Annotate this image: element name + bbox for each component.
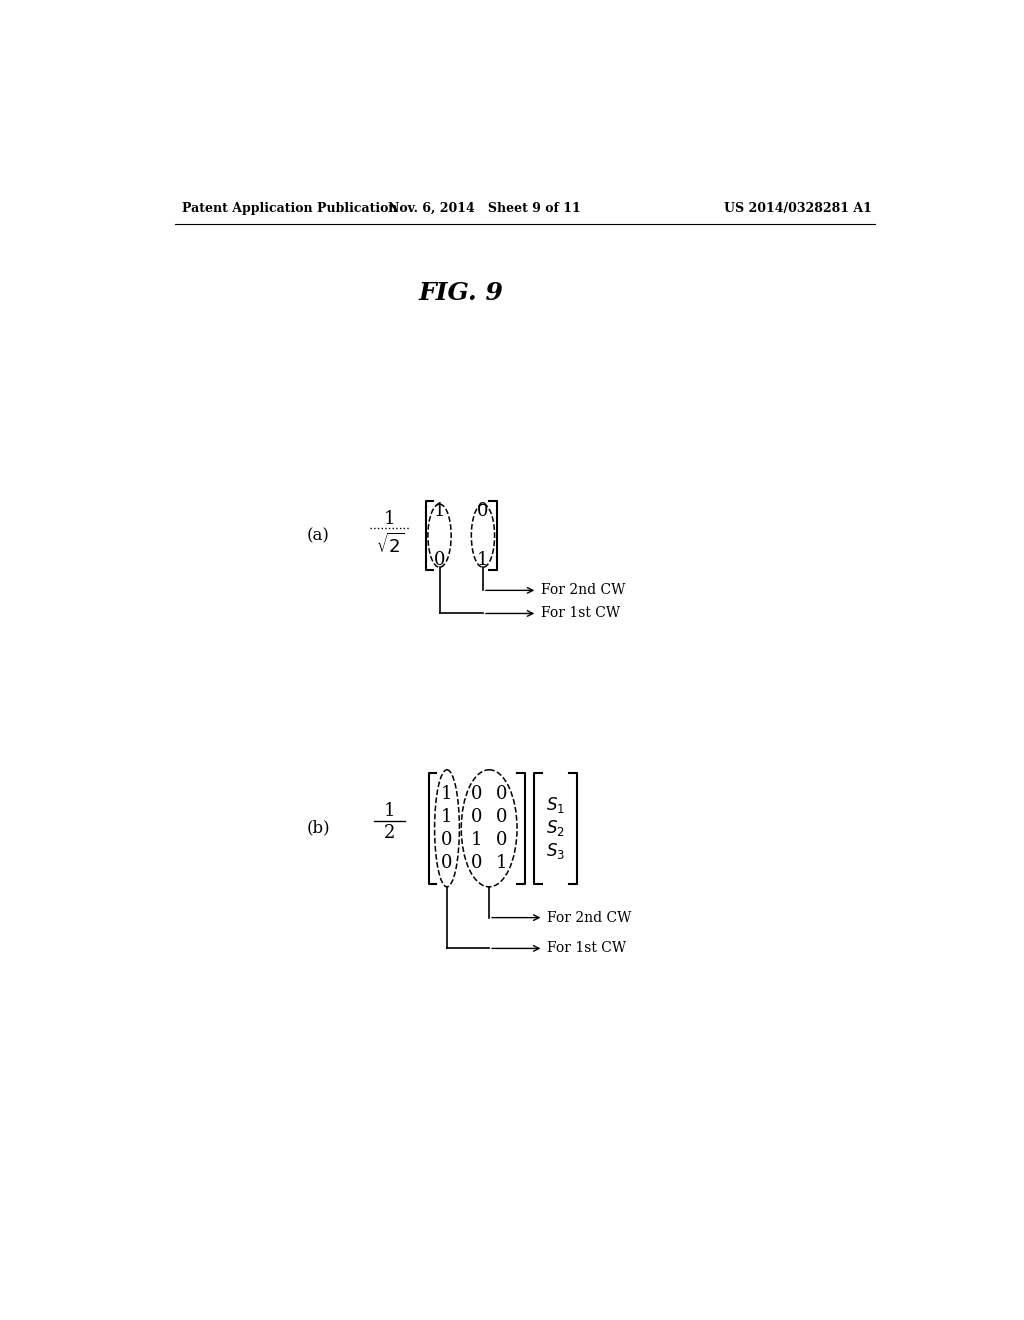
Text: 1: 1 (384, 803, 395, 820)
Text: 0: 0 (471, 784, 482, 803)
Text: 1: 1 (441, 808, 453, 826)
Text: 0: 0 (496, 830, 507, 849)
Text: 1: 1 (441, 784, 453, 803)
Text: (b): (b) (306, 820, 330, 837)
Text: For 2nd CW: For 2nd CW (547, 911, 632, 924)
Text: $S_1$: $S_1$ (546, 795, 565, 816)
Text: For 1st CW: For 1st CW (547, 941, 627, 956)
Text: US 2014/0328281 A1: US 2014/0328281 A1 (724, 202, 872, 215)
Text: $S_2$: $S_2$ (546, 818, 565, 838)
Text: 1: 1 (434, 502, 445, 520)
Text: 0: 0 (471, 808, 482, 826)
Text: $\sqrt{2}$: $\sqrt{2}$ (376, 533, 404, 557)
Text: For 2nd CW: For 2nd CW (541, 583, 626, 598)
Text: Nov. 6, 2014   Sheet 9 of 11: Nov. 6, 2014 Sheet 9 of 11 (388, 202, 581, 215)
Text: 0: 0 (471, 854, 482, 873)
Text: $S_3$: $S_3$ (546, 841, 565, 862)
Text: 0: 0 (496, 808, 507, 826)
Text: 0: 0 (496, 784, 507, 803)
Text: 2: 2 (384, 824, 395, 842)
Text: 0: 0 (441, 854, 453, 873)
Text: (a): (a) (306, 527, 329, 544)
Text: 1: 1 (477, 552, 488, 569)
Text: 0: 0 (434, 552, 445, 569)
Text: Patent Application Publication: Patent Application Publication (182, 202, 397, 215)
Text: 1: 1 (471, 830, 482, 849)
Text: For 1st CW: For 1st CW (541, 606, 621, 620)
Text: 1: 1 (496, 854, 507, 873)
Text: 1: 1 (384, 510, 395, 528)
Text: FIG. 9: FIG. 9 (419, 281, 504, 305)
Text: 0: 0 (477, 502, 488, 520)
Text: 0: 0 (441, 830, 453, 849)
